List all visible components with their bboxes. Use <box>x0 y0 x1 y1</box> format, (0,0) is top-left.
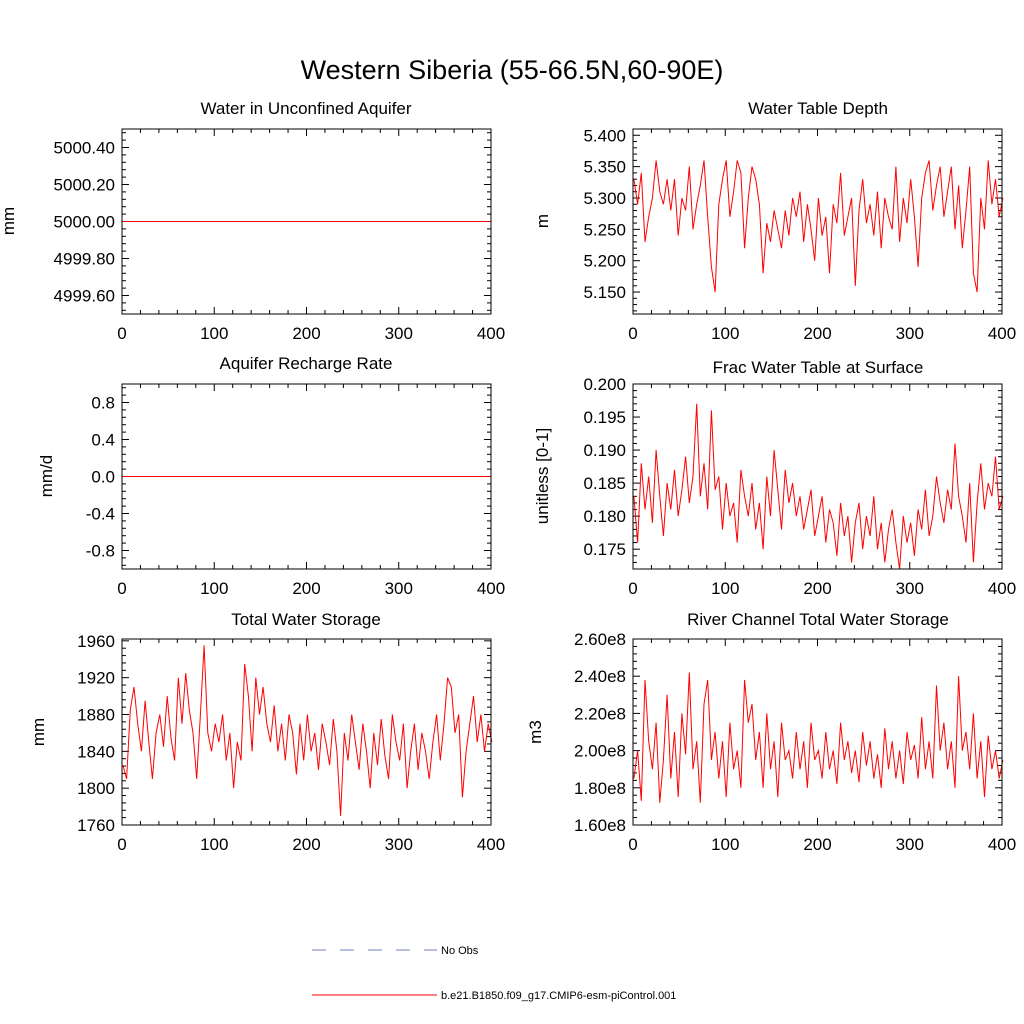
x-tick-label: 400 <box>988 835 1016 854</box>
series-line-0 <box>122 645 493 816</box>
y-tick-label: 5.350 <box>583 158 626 177</box>
x-tick-label: 100 <box>711 324 739 343</box>
legend-label-model: b.e21.B1850.f09_g17.CMIP6-esm-piControl.… <box>441 990 676 1002</box>
y-tick-label: 2.60e8 <box>574 630 626 649</box>
y-tick-label: 0.185 <box>583 474 626 493</box>
y-tick-label: 0.200 <box>583 375 626 394</box>
panel-title: Water Table Depth <box>748 99 888 118</box>
x-tick-label: 400 <box>988 324 1016 343</box>
panel-3: Frac Water Table at Surface unitless [0-1… <box>533 358 1016 598</box>
y-axis-label: m <box>533 214 552 228</box>
y-tick-label: 5.300 <box>583 189 626 208</box>
panel-title: Frac Water Table at Surface <box>713 358 924 377</box>
x-tick-label: 200 <box>292 835 320 854</box>
x-tick-label: 200 <box>292 579 320 598</box>
panel-5: River Channel Total Water Storage m3 0 100 2… <box>526 610 1016 854</box>
y-tick-label: 0.195 <box>583 408 626 427</box>
y-tick-label: 0.190 <box>583 441 626 460</box>
x-tick-label: 100 <box>711 579 739 598</box>
x-tick-label: 300 <box>896 324 924 343</box>
plot-frame <box>121 638 492 826</box>
x-tick-label: 400 <box>988 579 1016 598</box>
panel-title: River Channel Total Water Storage <box>687 610 949 629</box>
y-tick-label: 5000.40 <box>54 139 115 158</box>
y-axis-label: m3 <box>526 720 545 744</box>
legend: No Obs b.e21.B1850.f09_g17.CMIP6-esm-piC… <box>312 945 676 1002</box>
x-tick-label: 200 <box>803 324 831 343</box>
y-tick-label: 0.8 <box>91 394 115 413</box>
y-tick-label: 1.80e8 <box>574 779 626 798</box>
panel-2: Aquifer Recharge Rate mm/d 0 100 200 300 400 -0… <box>37 354 505 598</box>
x-tick-label: 100 <box>200 324 228 343</box>
x-tick-label: 300 <box>385 579 413 598</box>
y-tick-label: 0.4 <box>91 431 115 450</box>
x-tick-label: 200 <box>292 324 320 343</box>
y-tick-label: 1960 <box>77 632 115 651</box>
y-tick-label: 0.175 <box>583 540 626 559</box>
y-axis-label: mm/d <box>37 455 56 498</box>
y-tick-label: 1920 <box>77 669 115 688</box>
x-tick-label: 100 <box>200 579 228 598</box>
x-tick-label: 0 <box>628 579 637 598</box>
y-tick-label: 2.00e8 <box>574 742 626 761</box>
y-tick-label: 2.20e8 <box>574 704 626 723</box>
y-tick-label: 5000.20 <box>54 176 115 195</box>
panel-title: Aquifer Recharge Rate <box>220 354 393 373</box>
plot-frame <box>121 128 492 315</box>
y-tick-label: -0.4 <box>86 505 115 524</box>
panel-1: Water Table Depth m 0 100 200 300 400 5.150 5.20… <box>533 99 1016 343</box>
x-tick-label: 400 <box>477 835 505 854</box>
y-tick-label: 1800 <box>77 779 115 798</box>
y-tick-label: 1.60e8 <box>574 816 626 835</box>
x-tick-label: 0 <box>117 835 126 854</box>
x-tick-label: 0 <box>117 324 126 343</box>
x-tick-label: 400 <box>477 579 505 598</box>
y-tick-label: 5.150 <box>583 283 626 302</box>
y-axis-label: mm <box>29 718 48 746</box>
plot-frame <box>632 383 1003 570</box>
y-tick-label: 4999.80 <box>54 250 115 269</box>
x-tick-label: 300 <box>896 579 924 598</box>
x-tick-label: 200 <box>803 579 831 598</box>
x-tick-label: 100 <box>711 835 739 854</box>
x-tick-label: 300 <box>896 835 924 854</box>
y-axis-label: mm <box>0 207 18 235</box>
plot-frame <box>632 638 1003 826</box>
panel-0: Water in Unconfined Aquifer mm 0 100 200 300 4… <box>0 99 505 343</box>
series-line-0 <box>633 403 1004 570</box>
y-tick-label: 1840 <box>77 742 115 761</box>
figure-title: Western Siberia (55-66.5N,60-90E) <box>301 55 724 85</box>
y-tick-label: 2.40e8 <box>574 667 626 686</box>
y-tick-label: -0.8 <box>86 542 115 561</box>
plot-frame <box>632 128 1003 315</box>
legend-label-no-obs: No Obs <box>441 945 479 957</box>
y-tick-label: 5.200 <box>583 252 626 271</box>
y-tick-label: 0.0 <box>91 468 115 487</box>
x-tick-label: 100 <box>200 835 228 854</box>
y-axis-label: unitless [0-1] <box>533 428 552 524</box>
panel-title: Total Water Storage <box>231 610 381 629</box>
y-tick-label: 4999.60 <box>54 287 115 306</box>
x-tick-label: 0 <box>628 324 637 343</box>
plot-frame <box>121 383 492 570</box>
y-tick-label: 0.180 <box>583 507 626 526</box>
x-tick-label: 400 <box>477 324 505 343</box>
panels: Water in Unconfined Aquifer mm 0 100 200 300 4… <box>0 99 1016 854</box>
x-tick-label: 0 <box>628 835 637 854</box>
series-line-0 <box>633 160 1004 293</box>
y-tick-label: 1760 <box>77 816 115 835</box>
y-tick-label: 1880 <box>77 706 115 725</box>
series-line-0 <box>633 672 1004 803</box>
x-tick-label: 300 <box>385 324 413 343</box>
y-tick-label: 5000.00 <box>54 213 115 232</box>
x-tick-label: 200 <box>803 835 831 854</box>
panel-title: Water in Unconfined Aquifer <box>200 99 411 118</box>
y-tick-label: 5.250 <box>583 220 626 239</box>
x-tick-label: 0 <box>117 579 126 598</box>
y-tick-label: 5.400 <box>583 126 626 145</box>
x-tick-label: 300 <box>385 835 413 854</box>
panel-4: Total Water Storage mm 0 100 200 300 400 1760 18… <box>29 610 505 854</box>
